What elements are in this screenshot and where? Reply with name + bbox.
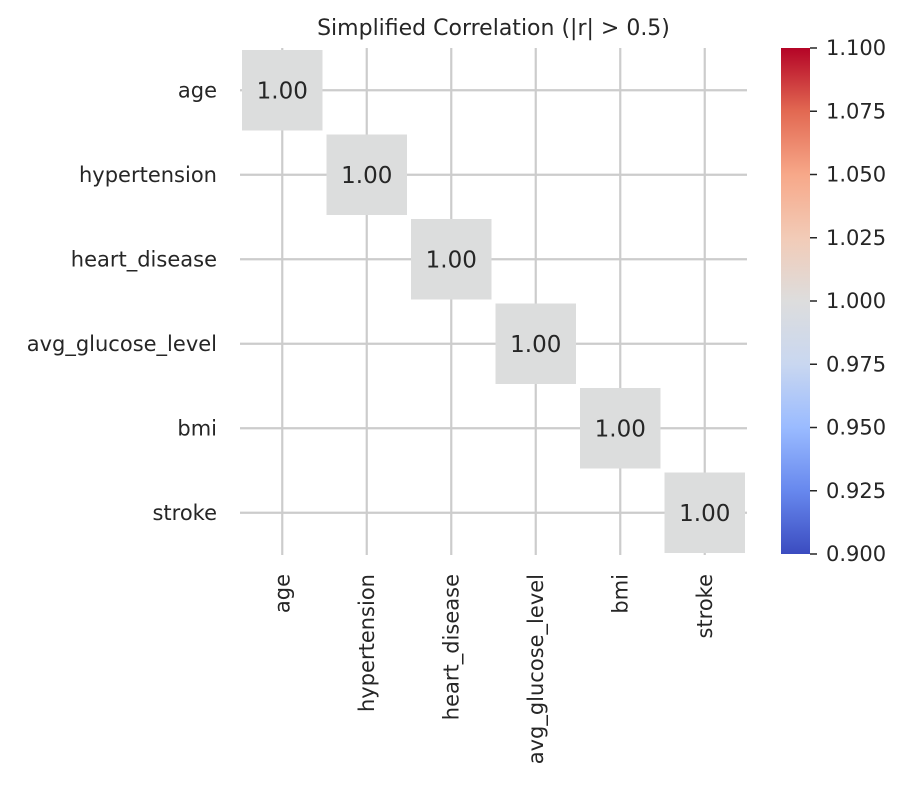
x-tick-label: hypertension <box>355 574 379 712</box>
cell-value-label: 1.00 <box>510 332 561 358</box>
y-tick-label: age <box>178 78 217 102</box>
x-tick-label: bmi <box>608 574 632 614</box>
heatmap-cell <box>664 472 745 553</box>
y-tick-label: avg_glucose_level <box>27 332 217 357</box>
colorbar-tick-label: 0.950 <box>826 416 886 440</box>
cell-value-label: 1.00 <box>679 501 730 527</box>
colorbar: 0.900 0.925 0.950 0.975 1.000 1.025 1.050 1.075… <box>781 36 886 566</box>
colorbar-tick-label: 1.050 <box>826 163 886 187</box>
cell-value-label: 1.00 <box>257 78 308 104</box>
cell-value-label: 1.00 <box>426 247 477 273</box>
heatmap-grid <box>240 48 747 555</box>
y-tick-labels: age hypertension heart_disease avg_glucose_… <box>27 78 217 525</box>
colorbar-tick-label: 1.000 <box>826 289 886 313</box>
colorbar-gradient <box>781 48 810 554</box>
x-tick-label: avg_glucose_level <box>524 574 549 764</box>
heatmap-cell <box>242 50 323 131</box>
cell-value-label: 1.00 <box>595 416 646 442</box>
heatmap-cell <box>326 134 407 215</box>
x-tick-label: heart_disease <box>439 574 464 720</box>
y-tick-label: bmi <box>177 416 217 440</box>
heatmap-cell <box>495 303 576 384</box>
colorbar-tick-label: 1.075 <box>826 99 886 123</box>
x-tick-labels: age hypertension heart_disease avg_glucose_… <box>270 574 717 764</box>
y-tick-label: hypertension <box>79 163 217 187</box>
colorbar-tick-label: 1.025 <box>826 226 886 250</box>
colorbar-tick-label: 0.900 <box>826 542 886 566</box>
heatmap-cell <box>580 388 661 469</box>
colorbar-tick-label: 0.925 <box>826 479 886 503</box>
x-tick-label: stroke <box>693 574 717 639</box>
heatmap-cells: 1.00 1.00 1.00 1.00 1.00 1.00 <box>242 50 745 553</box>
y-tick-label: heart_disease <box>71 247 217 272</box>
colorbar-tick-label: 1.100 <box>826 36 886 60</box>
colorbar-tick-label: 0.975 <box>826 352 886 376</box>
y-tick-label: stroke <box>152 501 217 525</box>
x-tick-label: age <box>270 574 294 613</box>
heatmap-cell <box>411 219 492 300</box>
chart-title: Simplified Correlation (|r| > 0.5) <box>317 16 670 41</box>
cell-value-label: 1.00 <box>341 163 392 189</box>
